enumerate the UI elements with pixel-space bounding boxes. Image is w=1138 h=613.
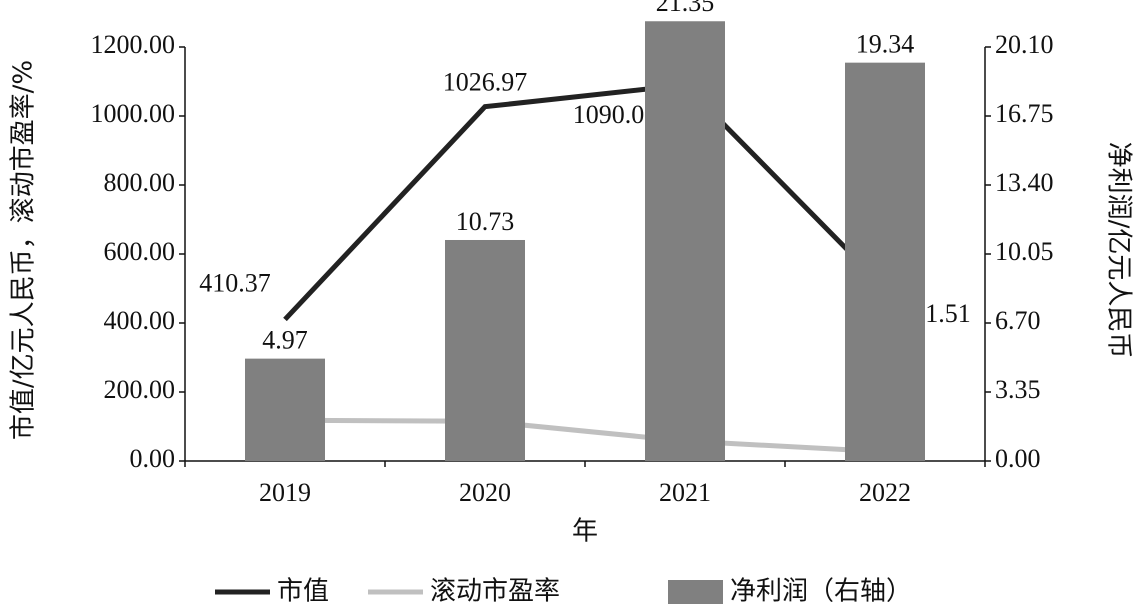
bar-label: 4.97 <box>262 326 308 355</box>
bar-label: 19.34 <box>856 30 915 59</box>
line-label: 410.37 <box>199 268 271 297</box>
line <box>284 417 886 455</box>
line <box>283 82 887 322</box>
bar <box>245 358 325 461</box>
y2-axis-label: 净利润/亿元人民币 <box>1104 142 1134 359</box>
y-axis-label: 市值/亿元人民币，滚动市盈率/% <box>9 60 39 440</box>
y2-tick-label: 0.00 <box>995 444 1041 473</box>
y-tick-label: 200.00 <box>104 375 176 404</box>
bar <box>845 62 925 461</box>
y2-tick-label: 16.75 <box>995 99 1054 128</box>
bar <box>445 239 525 461</box>
bar <box>645 21 725 462</box>
bar-label: 10.73 <box>456 207 515 236</box>
y-tick-label: 600.00 <box>104 237 176 266</box>
x-tick-label: 2021 <box>659 478 711 507</box>
y2-tick-label: 3.35 <box>995 375 1041 404</box>
bar-label: 21.35 <box>656 0 715 17</box>
y2-tick-label: 13.40 <box>995 168 1054 197</box>
y-tick-label: 400.00 <box>104 306 176 335</box>
line-label: 1026.97 <box>443 68 528 97</box>
legend-label: 滚动市盈率 <box>430 577 560 607</box>
x-axis-label: 年 <box>572 517 598 547</box>
line-label: 1090.08 <box>573 100 658 129</box>
y2-tick-label: 6.70 <box>995 306 1041 335</box>
legend-swatch <box>668 580 723 604</box>
y-tick-label: 800.00 <box>104 168 176 197</box>
x-tick-label: 2020 <box>459 478 511 507</box>
y-tick-label: 1200.00 <box>91 30 176 59</box>
legend-label: 市值 <box>277 577 329 607</box>
y2-tick-label: 10.05 <box>995 237 1054 266</box>
x-tick-label: 2022 <box>859 478 911 507</box>
legend-label: 净利润（右轴） <box>730 577 912 607</box>
x-tick-label: 2019 <box>259 478 311 507</box>
y-tick-label: 0.00 <box>130 444 176 473</box>
y2-tick-label: 20.10 <box>995 30 1054 59</box>
y-tick-label: 1000.00 <box>91 99 176 128</box>
